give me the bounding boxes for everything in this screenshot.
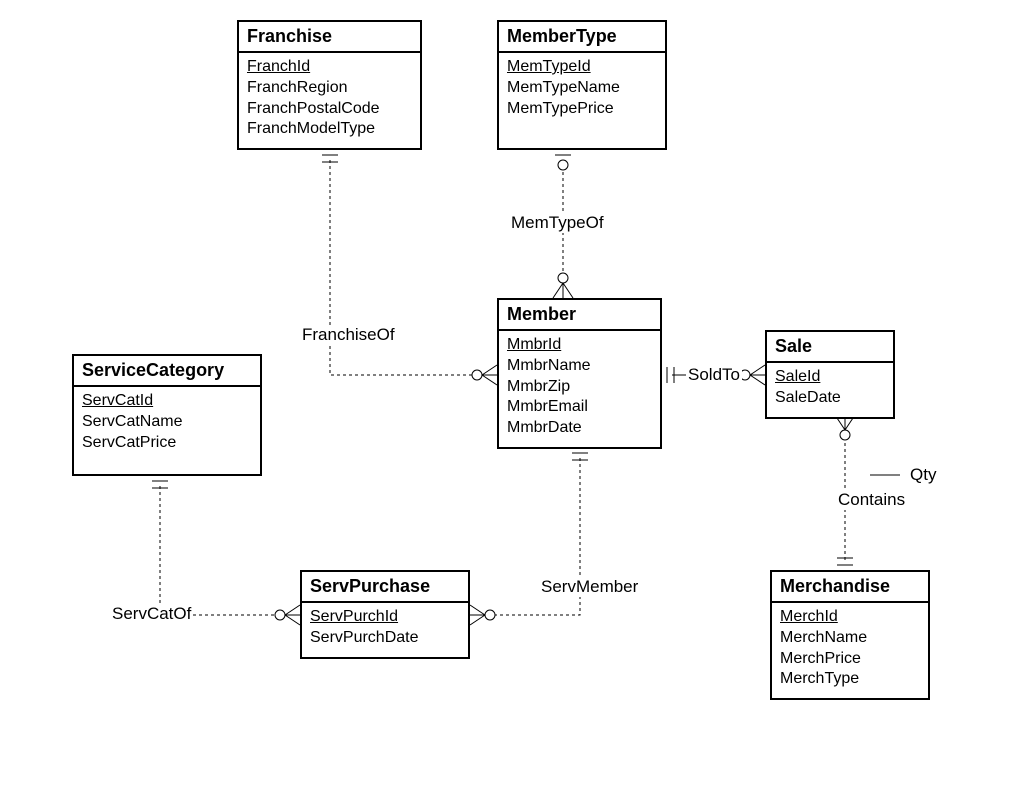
entity-servicecategory: ServiceCategory ServCatId ServCatName Se…	[72, 354, 262, 476]
label-memtypeof: MemTypeOf	[509, 213, 606, 233]
attr-merchtype: MerchType	[780, 669, 920, 690]
attr-merchprice: MerchPrice	[780, 649, 920, 670]
attr-memtypeid: MemTypeId	[507, 57, 657, 78]
attr-servpurchid: ServPurchId	[310, 607, 460, 628]
entity-sale-title: Sale	[767, 332, 893, 363]
entity-servpurchase-attrs: ServPurchId ServPurchDate	[302, 603, 468, 657]
entity-membertype-attrs: MemTypeId MemTypeName MemTypePrice	[499, 53, 665, 127]
rel-servmember-line	[470, 453, 588, 625]
attr-mmbrdate: MmbrDate	[507, 418, 652, 439]
attr-mmbrid: MmbrId	[507, 335, 652, 356]
attr-merchname: MerchName	[780, 628, 920, 649]
attr-servcatid: ServCatId	[82, 391, 252, 412]
entity-merchandise-title: Merchandise	[772, 572, 928, 603]
entity-membertype: MemberType MemTypeId MemTypeName MemType…	[497, 20, 667, 150]
entity-sale: Sale SaleId SaleDate	[765, 330, 895, 419]
label-contains: Contains	[836, 490, 907, 510]
entity-franchise-attrs: FranchId FranchRegion FranchPostalCode F…	[239, 53, 420, 148]
attr-mmbremail: MmbrEmail	[507, 397, 652, 418]
entity-member-attrs: MmbrId MmbrName MmbrZip MmbrEmail MmbrDa…	[499, 331, 660, 447]
attr-merchid: MerchId	[780, 607, 920, 628]
label-franchiseof: FranchiseOf	[300, 325, 397, 345]
entity-member-title: Member	[499, 300, 660, 331]
attr-franchregion: FranchRegion	[247, 78, 412, 99]
label-servmember: ServMember	[539, 577, 640, 597]
label-contains-qty: Qty	[908, 465, 938, 485]
entity-servpurchase: ServPurchase ServPurchId ServPurchDate	[300, 570, 470, 659]
entity-servicecategory-attrs: ServCatId ServCatName ServCatPrice	[74, 387, 260, 461]
entity-servicecategory-title: ServiceCategory	[74, 356, 260, 387]
attr-franchpostalcode: FranchPostalCode	[247, 99, 412, 120]
attr-servcatprice: ServCatPrice	[82, 433, 252, 454]
attr-memtypeprice: MemTypePrice	[507, 99, 657, 120]
entity-merchandise: Merchandise MerchId MerchName MerchPrice…	[770, 570, 930, 700]
entity-servpurchase-title: ServPurchase	[302, 572, 468, 603]
rel-franchiseof-line	[322, 155, 497, 385]
entity-franchise: Franchise FranchId FranchRegion FranchPo…	[237, 20, 422, 150]
attr-saledate: SaleDate	[775, 388, 885, 409]
label-soldto: SoldTo	[686, 365, 742, 385]
entity-sale-attrs: SaleId SaleDate	[767, 363, 893, 417]
attr-mmbrname: MmbrName	[507, 356, 652, 377]
attr-memtypename: MemTypeName	[507, 78, 657, 99]
attr-saleid: SaleId	[775, 367, 885, 388]
attr-servpurchdate: ServPurchDate	[310, 628, 460, 649]
entity-franchise-title: Franchise	[239, 22, 420, 53]
label-servcatof: ServCatOf	[110, 604, 193, 624]
entity-membertype-title: MemberType	[499, 22, 665, 53]
attr-mmbrzip: MmbrZip	[507, 377, 652, 398]
attr-franchid: FranchId	[247, 57, 412, 78]
attr-servcatname: ServCatName	[82, 412, 252, 433]
attr-franchmodeltype: FranchModelType	[247, 119, 412, 140]
entity-merchandise-attrs: MerchId MerchName MerchPrice MerchType	[772, 603, 928, 698]
entity-member: Member MmbrId MmbrName MmbrZip MmbrEmail…	[497, 298, 662, 449]
